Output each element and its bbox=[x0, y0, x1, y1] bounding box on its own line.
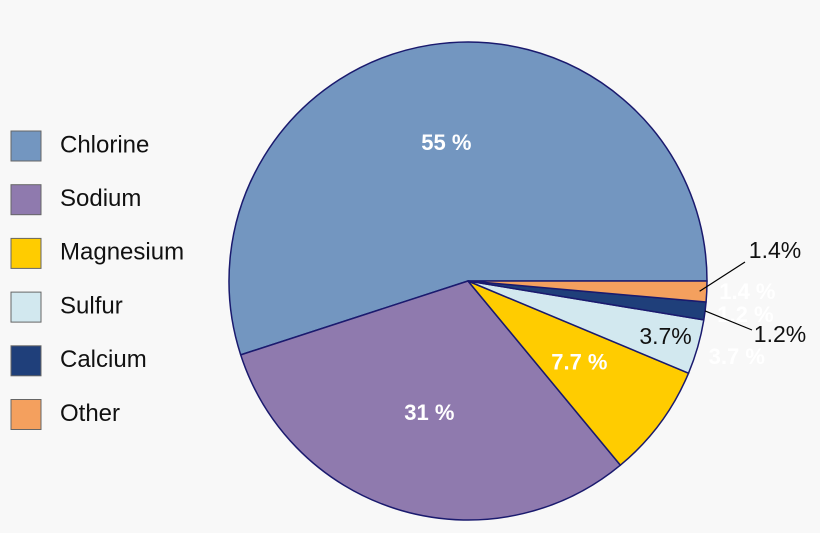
legend-swatch bbox=[10, 399, 42, 430]
slice-label: 1.2 % bbox=[717, 302, 773, 327]
legend-label: Sodium bbox=[60, 185, 141, 212]
pie-slice bbox=[467, 280, 690, 466]
pie-slice bbox=[467, 280, 708, 303]
legend-label: Chlorine bbox=[60, 131, 149, 158]
pie-slice bbox=[239, 280, 622, 521]
legend-label: Other bbox=[60, 400, 120, 427]
legend-label: Sulfur bbox=[60, 292, 123, 319]
slice-label: 7.7 % bbox=[551, 349, 607, 374]
legend-swatch bbox=[10, 130, 42, 162]
slice-label: 31 % bbox=[404, 400, 454, 425]
slice-label: 3.7 % bbox=[709, 344, 765, 369]
callout-label: 1.2% bbox=[754, 321, 806, 347]
slice-label: 1.4 % bbox=[719, 279, 775, 304]
leader-line bbox=[699, 261, 746, 292]
legend-swatch bbox=[10, 237, 42, 269]
slice-label: 55 % bbox=[421, 130, 471, 155]
pie-slice bbox=[228, 41, 708, 356]
leader-line bbox=[704, 310, 753, 331]
legend-label: Magnesium bbox=[60, 239, 184, 266]
legend-swatch bbox=[10, 345, 42, 377]
callout-label: 1.4% bbox=[749, 237, 801, 263]
callout-label: 3.7% bbox=[639, 323, 691, 349]
legend-label: Calcium bbox=[60, 346, 147, 373]
legend-swatch bbox=[10, 291, 42, 323]
legend-swatch bbox=[10, 184, 42, 216]
